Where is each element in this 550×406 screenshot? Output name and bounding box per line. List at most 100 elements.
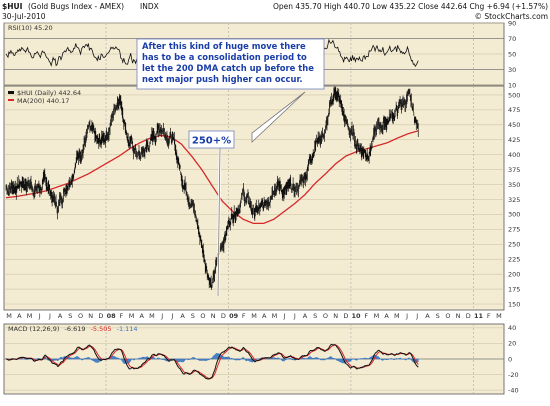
index-name: (Gold Bugs Index - AMEX) — [28, 2, 124, 11]
credit-label: © StockCharts.com — [474, 12, 548, 21]
hist-value: -1.114 — [117, 325, 138, 333]
macd-tick-label: 20 — [508, 340, 516, 348]
month-tick-label: M — [272, 312, 278, 320]
annotation-pct: 250+% — [188, 130, 235, 297]
month-tick-label: O — [200, 312, 205, 320]
month-tick-label: S — [68, 312, 72, 320]
note-line-4: next major push higher can occur. — [142, 74, 303, 84]
month-tick-label: J — [160, 312, 163, 320]
note-line-2: has to be a consolidation period to — [142, 52, 307, 62]
month-tick-label: D — [343, 312, 348, 320]
macd-value: -6.619 — [65, 325, 86, 333]
price-tick-label: 225 — [508, 256, 520, 264]
note-line-1: After this kind of huge move there — [142, 41, 306, 51]
legend-price: $HUI (Daily) 442.64 — [17, 89, 81, 97]
month-tick-label: M — [149, 312, 155, 320]
price-tick-label: 350 — [508, 181, 520, 189]
rsi-tick-label: 50 — [508, 50, 516, 58]
date-label: 30-Jul-2010 — [2, 12, 46, 21]
price-tick-label: 300 — [508, 211, 520, 219]
month-tick-label: O — [445, 312, 450, 320]
signal-value: -5.505 — [91, 325, 112, 333]
ma200-line — [5, 130, 419, 225]
month-tick-label: O — [78, 312, 83, 320]
month-tick-label: N — [333, 312, 338, 320]
price-tick-label: 425 — [508, 136, 520, 144]
month-tick-label: A — [384, 312, 389, 320]
month-tick-label: J — [293, 312, 296, 320]
price-tick-label: 325 — [508, 196, 520, 204]
month-tick-label: J — [38, 312, 41, 320]
rsi-label: RSI(10) 45.20 — [8, 24, 53, 32]
price-panel-bg — [3, 85, 505, 311]
month-tick-label: M — [27, 312, 33, 320]
month-tick-label: A — [17, 312, 22, 320]
month-tick-label: M — [251, 312, 257, 320]
price-tick-label: 250 — [508, 241, 520, 249]
month-tick-label: A — [180, 312, 185, 320]
price-ticks: 500 475 450 425 400 375 350 325 300 275 250 225 200 1… — [508, 91, 520, 308]
price-tick-label: 175 — [508, 285, 520, 293]
price-tick-label: 150 — [508, 300, 520, 308]
month-tick-label: 08 — [107, 312, 117, 320]
month-tick-label: M — [6, 312, 12, 320]
pct-box — [188, 130, 235, 149]
pct-pointer — [217, 147, 221, 297]
month-tick-label: J — [283, 312, 286, 320]
macd-label: MACD (12,26,9) -6.619 -5.505 -1.114 — [8, 325, 138, 333]
rsi-tick-label: 70 — [508, 35, 516, 43]
macd-tick-label: -40 — [508, 386, 519, 394]
price-tick-label: 400 — [508, 151, 520, 159]
month-tick-label: J — [170, 312, 173, 320]
x-axis: M A M J J A S O N D 08 F M A M J J A S O N D 09 F M A M J J A S O N D 10 F M… — [6, 312, 501, 320]
macd-panel: MACD (12,26,9) -6.619 -5.505 -1.114 40 20… — [3, 323, 519, 394]
month-tick-label: D — [466, 312, 471, 320]
month-tick-label: O — [323, 312, 328, 320]
month-tick-label: N — [456, 312, 461, 320]
month-tick-label: F — [242, 312, 246, 320]
month-tick-label: A — [140, 312, 145, 320]
price-tick-label: 375 — [508, 166, 520, 174]
month-tick-label: J — [48, 312, 51, 320]
month-tick-label: F — [487, 312, 491, 320]
macd-grid — [4, 324, 504, 394]
month-tick-label: M — [129, 312, 135, 320]
macd-params: MACD (12,26,9) — [8, 325, 59, 333]
month-tick-label: F — [364, 312, 368, 320]
macd-histogram — [5, 353, 419, 364]
month-tick-label: S — [191, 312, 195, 320]
price-legend: $HUI (Daily) 442.64 MA(200) 440.17 — [8, 89, 81, 105]
month-tick-label: D — [98, 312, 103, 320]
month-tick-label: S — [313, 312, 317, 320]
price-bars — [5, 86, 419, 290]
price-tick-label: 275 — [508, 226, 520, 234]
month-tick-label: A — [262, 312, 267, 320]
price-tick-label: 200 — [508, 270, 520, 278]
price-tick-label: 450 — [508, 121, 520, 129]
month-tick-label: 10 — [352, 312, 362, 320]
legend-swatch-ma — [8, 99, 14, 101]
month-tick-label: F — [119, 312, 123, 320]
quote-line: Open 435.70 High 440.70 Low 435.22 Close… — [273, 2, 548, 11]
month-tick-label: D — [221, 312, 226, 320]
legend-ma: MA(200) 440.17 — [17, 97, 69, 105]
macd-tick-label: -20 — [508, 371, 519, 379]
price-panel: $HUI (Daily) 442.64 MA(200) 440.17 500 47… — [3, 85, 520, 311]
month-tick-label: A — [58, 312, 63, 320]
symbol-label: $HUI — [2, 2, 23, 11]
month-tick-label: S — [436, 312, 440, 320]
month-tick-label: N — [211, 312, 216, 320]
month-tick-label: 09 — [229, 312, 239, 320]
rsi-ticks: 90 70 50 30 10 — [508, 19, 516, 89]
month-tick-label: A — [425, 312, 430, 320]
legend-swatch-price — [8, 91, 14, 94]
rsi-tick-label: 90 — [508, 19, 516, 27]
annotation-note: After this kind of huge move there has t… — [136, 38, 325, 143]
note-box — [136, 38, 325, 90]
note-line-3: let the 200 DMA catch up before the — [142, 63, 314, 73]
price-tick-label: 500 — [508, 91, 520, 99]
month-tick-label: M — [496, 312, 502, 320]
macd-tick-label: 40 — [508, 324, 516, 332]
